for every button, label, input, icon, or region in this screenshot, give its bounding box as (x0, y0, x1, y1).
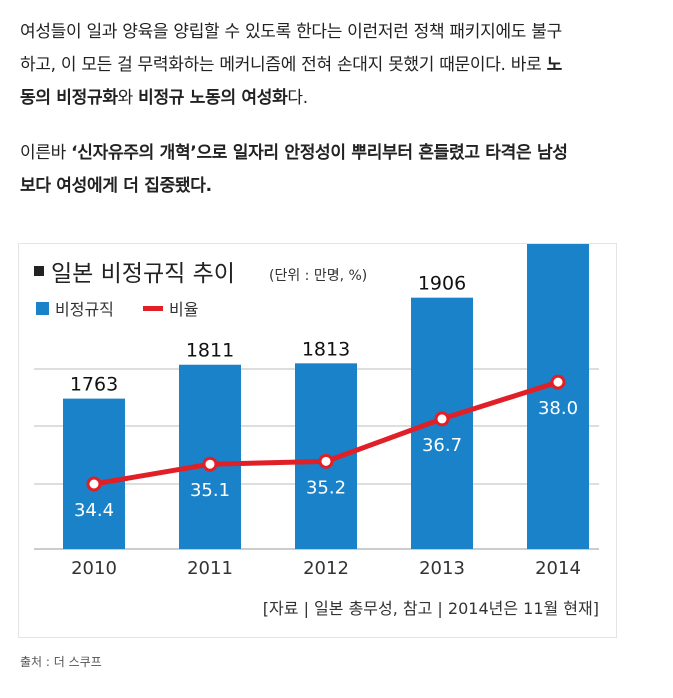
x-tick-label: 2010 (71, 558, 117, 579)
p1-line2: 하고, 이 모든 걸 무력화하는 메커니즘에 전혀 손대지 못했기 때문이다. … (20, 55, 547, 75)
p1-line3-bold-a: 동의 비정규화 (20, 88, 118, 108)
ratio-value-label: 34.4 (74, 500, 114, 521)
legend-line-swatch (143, 306, 163, 311)
ratio-value-label: 36.7 (422, 435, 462, 456)
title-marker (34, 266, 44, 276)
legend-line-label: 비율 (169, 300, 198, 319)
ratio-point (318, 453, 334, 469)
chart-unit-note: (단위 : 만명, %) (269, 268, 367, 284)
p1-line3-plain-b: 다. (287, 88, 308, 108)
bar-2010 (63, 398, 125, 549)
p1-line2-bold: 노 (546, 55, 563, 75)
p1-line3-plain-a: 와 (117, 88, 139, 108)
legend-bar-swatch (36, 302, 49, 315)
p2-line1-bold: ‘신자유주의 개혁’으로 일자리 안정성이 뿌리부터 흔들렸고 타격은 남성 (71, 143, 568, 163)
legend-bar-label: 비정규직 (55, 300, 114, 319)
x-tick-label: 2014 (535, 558, 581, 579)
x-tick-label: 2011 (187, 558, 233, 579)
p2-line1-plain: 이른바 (20, 143, 72, 163)
ratio-point (550, 374, 566, 390)
bar-value-label: 1763 (70, 374, 118, 396)
paragraph-2: 이른바 ‘신자유주의 개혁’으로 일자리 안정성이 뿌리부터 흔들렸고 타격은 … (20, 137, 620, 203)
source-note: [자료 | 일본 총무성, 참고 | 2014년은 11월 현재] (263, 599, 599, 618)
x-tick-label: 2013 (419, 558, 465, 579)
x-tick-label: 2012 (303, 558, 349, 579)
p1-line1: 여성들이 일과 양육을 양립할 수 있도록 한다는 이런저런 정책 패키지에도 … (20, 22, 562, 42)
bar-value-label: 1811 (186, 340, 234, 362)
p2-line2-bold: 보다 여성에게 더 집중됐다. (20, 176, 212, 196)
ratio-line: 34.4 35.1 35.2 36.7 38.0 (74, 374, 578, 521)
chart-image: 일본 비정규직 추이 (단위 : 만명, %) 비정규직 비율 1763 2010… (18, 243, 617, 638)
chart-title: 일본 비정규직 추이 (51, 261, 235, 287)
bar-2014 (527, 244, 589, 549)
bar-value-label: 1906 (418, 273, 466, 295)
ratio-value-label: 35.2 (306, 477, 346, 498)
ratio-point (86, 476, 102, 492)
bar-value-label: 1813 (302, 338, 350, 360)
chart-svg: 일본 비정규직 추이 (단위 : 만명, %) 비정규직 비율 1763 2010… (34, 244, 599, 618)
bars: 1763201018112011181320121906201320122014 (63, 244, 589, 579)
ratio-point (202, 456, 218, 472)
ratio-point (434, 411, 450, 427)
paragraph-1: 여성들이 일과 양육을 양립할 수 있도록 한다는 이런저런 정책 패키지에도 … (20, 16, 620, 115)
ratio-value-label: 38.0 (538, 398, 578, 419)
image-source: 출처 : 더 스쿠프 (20, 655, 102, 669)
p1-line3-bold-b: 비정규 노동의 여성화 (138, 88, 288, 108)
ratio-value-label: 35.1 (190, 480, 230, 501)
